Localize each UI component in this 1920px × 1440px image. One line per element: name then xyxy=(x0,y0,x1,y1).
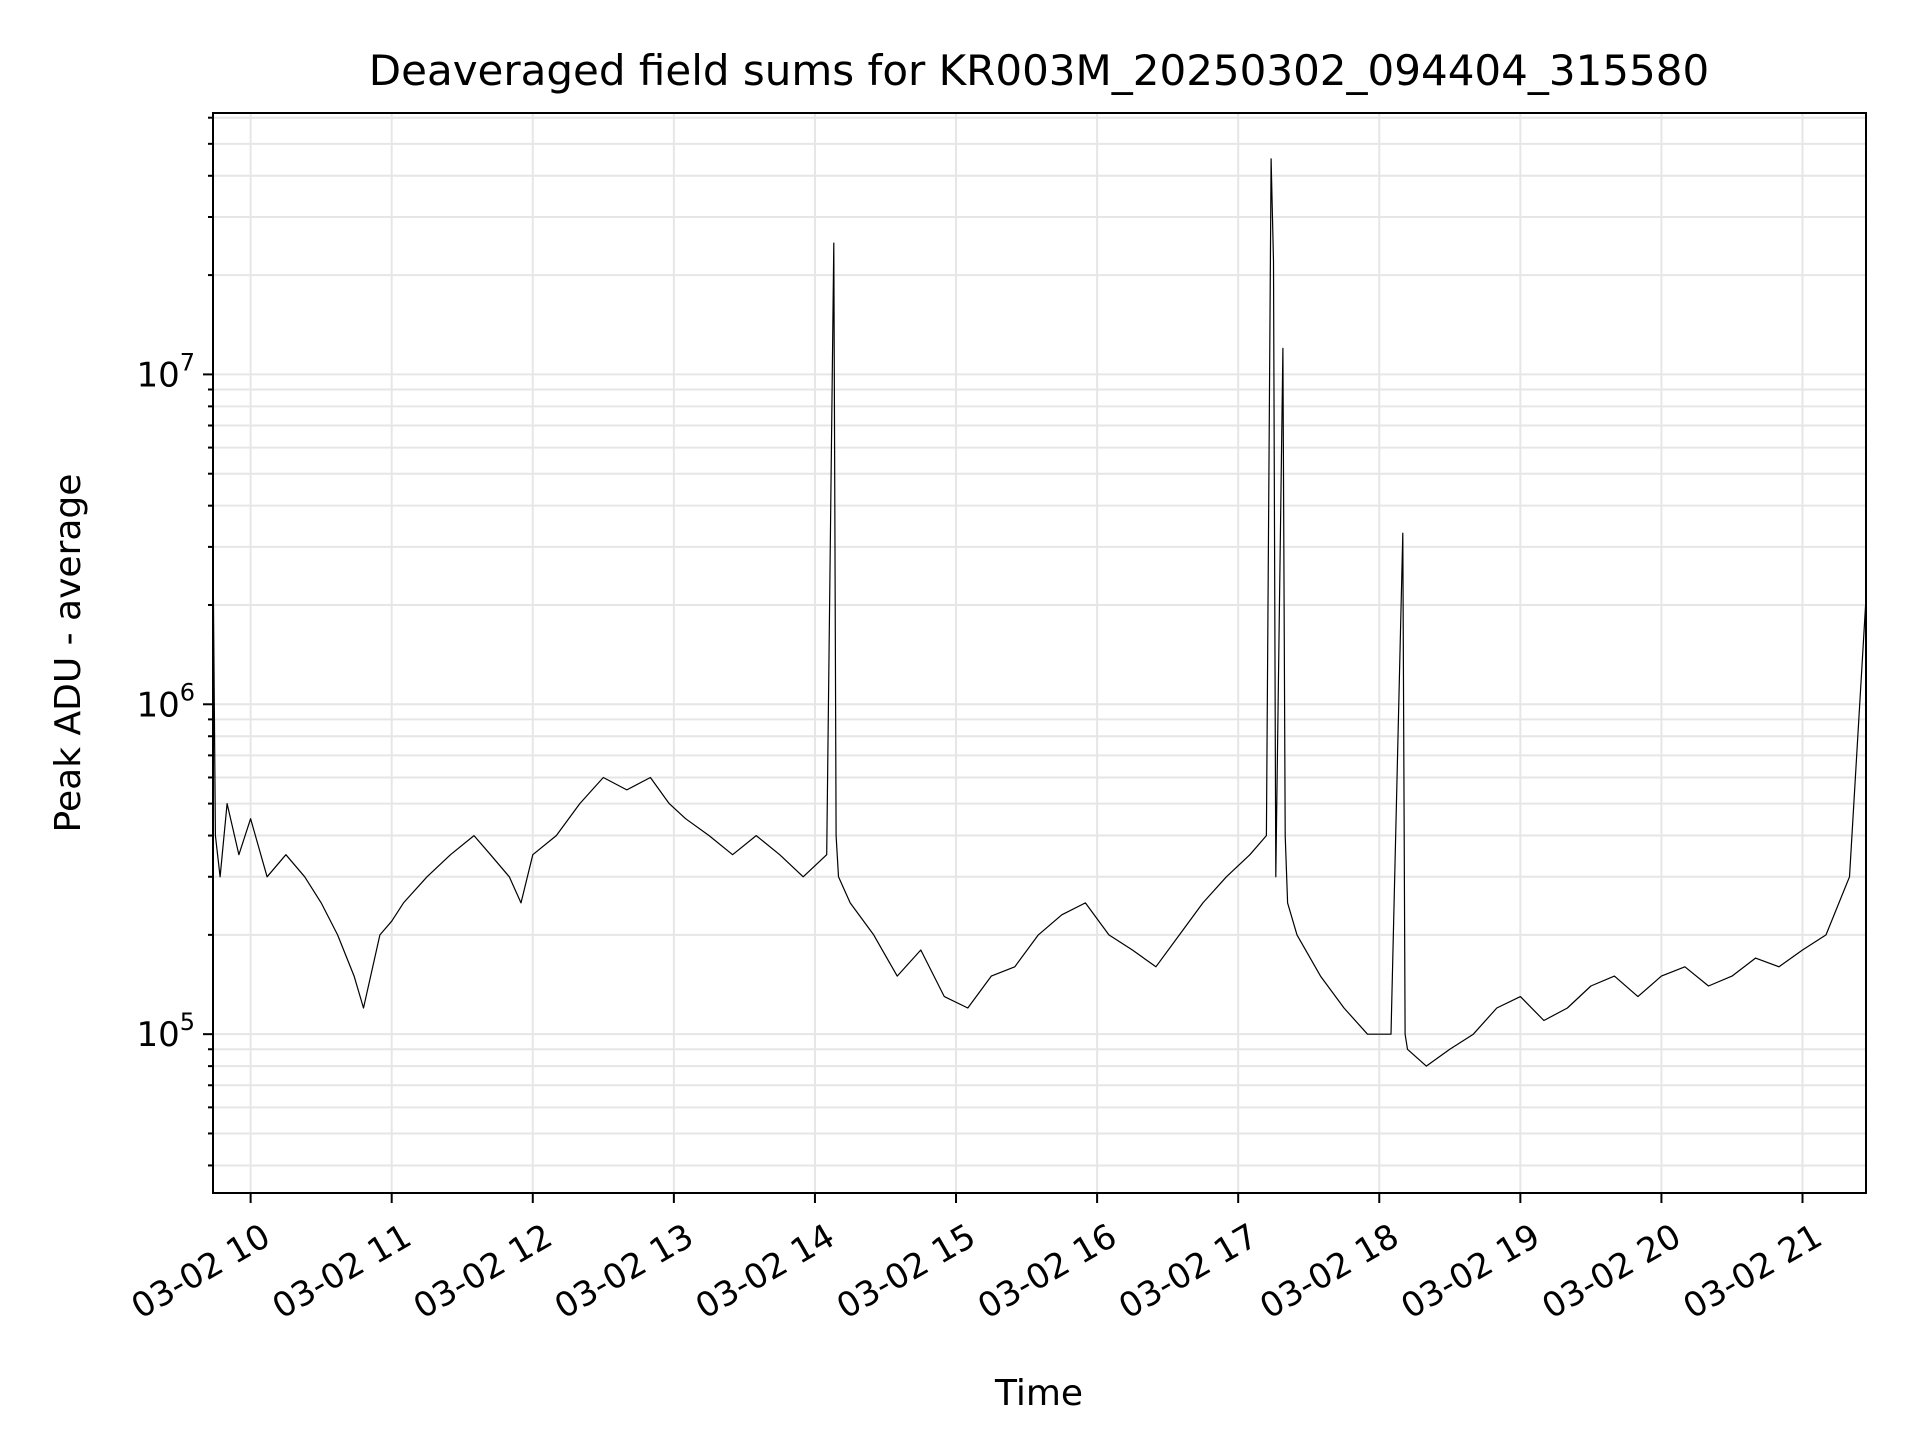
plot-background xyxy=(213,113,1866,1193)
chart-title: Deaveraged field sums for KR003M_2025030… xyxy=(369,46,1709,95)
y-tick-label: 107 xyxy=(136,348,195,395)
grid xyxy=(213,113,1866,1193)
x-axis-label: Time xyxy=(994,1373,1083,1414)
y-axis: 105 106 107 xyxy=(136,116,213,1167)
series-layer xyxy=(212,158,1867,1067)
y-axis-label: Peak ADU - average xyxy=(48,474,89,833)
y-tick-label: 106 xyxy=(136,678,195,725)
data-series-line xyxy=(212,158,1867,1067)
plot-frame xyxy=(212,112,1867,1194)
y-tick-label: 105 xyxy=(136,1008,195,1055)
